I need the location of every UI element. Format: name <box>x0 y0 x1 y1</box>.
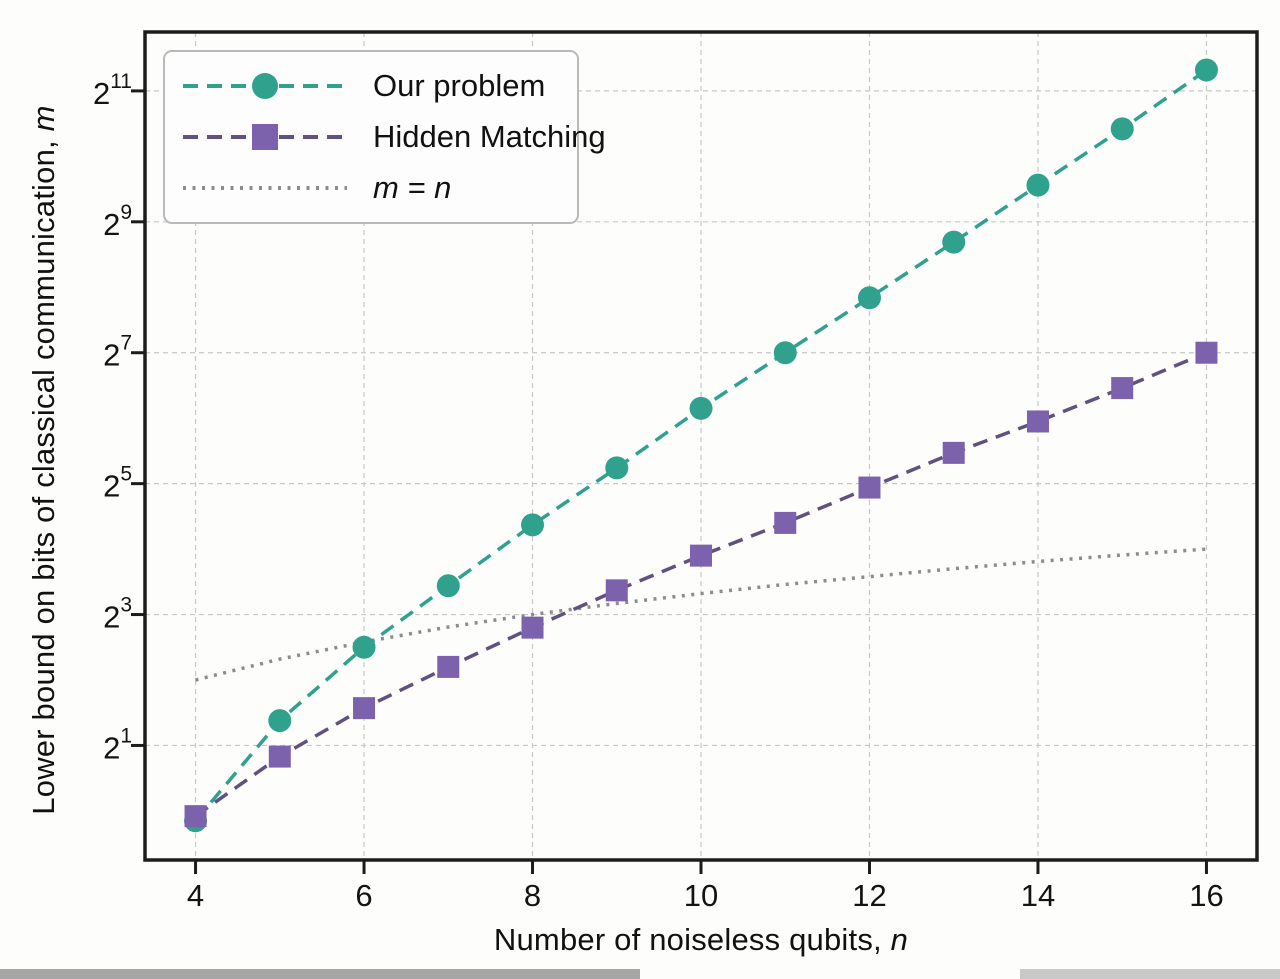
y-tick-label: 211 <box>93 70 132 111</box>
x-tick-label: 8 <box>524 878 541 913</box>
data-point-square <box>605 579 628 602</box>
legend-entry-m-n: m = n <box>179 163 577 213</box>
data-point-square <box>858 476 881 499</box>
y-tick-label: 25 <box>103 463 132 504</box>
data-point-circle <box>942 230 966 254</box>
x-tick-label: 10 <box>684 878 718 913</box>
x-axis-label-text: Number of noiseless qubits, <box>493 922 891 957</box>
x-axis-variable: n <box>890 922 909 957</box>
y-axis-label-text: Lower bound on bits of classical communi… <box>26 131 61 815</box>
legend-label: Our problem <box>373 68 546 103</box>
y-tick-label: 29 <box>103 201 132 242</box>
legend-label: m = n <box>373 170 452 205</box>
bottom-edge-artifact-segment <box>0 969 640 979</box>
legend-sample-line <box>183 73 347 99</box>
legend-entry-our-problem: Our problem <box>179 61 577 111</box>
data-point-square <box>437 655 460 678</box>
y-tick-label: 27 <box>103 332 132 373</box>
data-point-circle <box>521 513 545 537</box>
x-axis-label: Number of noiseless qubits, n <box>145 922 1257 960</box>
x-tick-label: 4 <box>187 878 204 913</box>
data-point-square <box>521 616 544 639</box>
data-point-circle <box>268 709 292 733</box>
legend: Our problem Hidden Matching m = n <box>163 50 606 224</box>
bottom-edge-artifact <box>0 969 1280 979</box>
x-tick-label: 14 <box>1021 878 1055 913</box>
data-point-square <box>690 544 712 567</box>
bottom-edge-artifact-segment <box>1020 969 1280 979</box>
data-point-circle <box>1194 58 1218 82</box>
legend-marker-circle <box>252 73 278 99</box>
x-tick-label: 6 <box>355 878 372 913</box>
y-axis-variable: m <box>26 105 61 132</box>
y-tick-label: 23 <box>103 594 132 635</box>
data-point-square <box>1195 341 1218 364</box>
data-point-circle <box>773 341 797 365</box>
legend-sample-line <box>183 186 347 190</box>
y-tick-label: 21 <box>103 724 132 765</box>
data-point-circle <box>1026 173 1050 197</box>
y-axis-label: Lower bound on bits of classical communi… <box>26 30 66 890</box>
legend-entry-hidden-matching: Hidden Matching <box>179 112 606 162</box>
data-point-circle <box>689 396 713 420</box>
legend-label: Hidden Matching <box>373 119 606 154</box>
data-point-square <box>268 745 291 768</box>
data-point-square <box>353 697 376 720</box>
data-point-square <box>184 805 207 828</box>
legend-marker-square <box>252 124 278 150</box>
x-tick-label: 16 <box>1189 878 1223 913</box>
legend-sample-line <box>183 124 347 150</box>
data-point-square <box>942 441 965 464</box>
data-point-square <box>774 511 797 534</box>
data-point-square <box>1026 410 1049 433</box>
data-point-square <box>1111 377 1134 400</box>
x-tick-label: 12 <box>852 878 886 913</box>
data-point-circle <box>1110 117 1134 141</box>
data-point-circle <box>436 574 460 598</box>
data-point-circle <box>605 456 629 480</box>
data-point-circle <box>857 286 881 310</box>
data-point-circle <box>352 635 376 659</box>
